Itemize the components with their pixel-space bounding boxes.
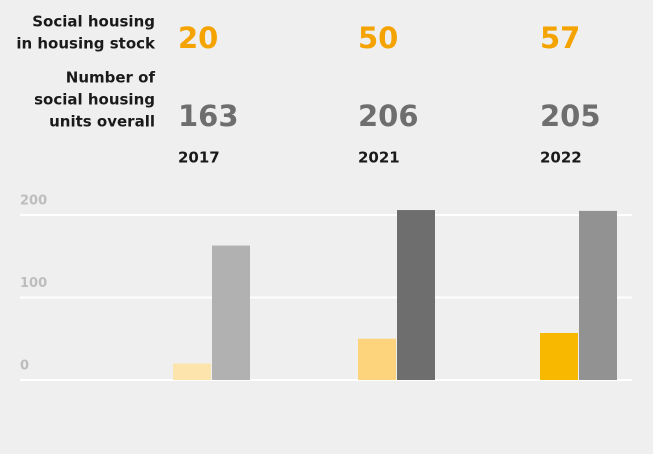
bar <box>173 363 211 380</box>
bar <box>358 338 396 380</box>
bar <box>579 210 617 380</box>
y-tick-label: 100 <box>20 276 47 291</box>
bar <box>397 210 435 380</box>
value-label: 205 <box>540 99 601 133</box>
value-label: 163 <box>178 99 239 133</box>
value-label: 20 <box>178 21 218 55</box>
row-label: in housing stock <box>16 35 156 53</box>
year-label: 2017 <box>178 149 220 167</box>
year-label: 2022 <box>540 149 582 167</box>
row-label: social housing <box>34 91 155 109</box>
row-label: units overall <box>49 113 155 131</box>
year-label: 2021 <box>358 149 400 167</box>
row-label: Social housing <box>32 13 155 31</box>
value-label: 206 <box>358 99 419 133</box>
value-label: 57 <box>540 21 580 55</box>
value-label: 50 <box>358 21 398 55</box>
row-label: Number of <box>66 69 156 87</box>
y-tick-label: 0 <box>20 359 29 374</box>
y-tick-label: 200 <box>20 194 47 209</box>
bar <box>540 332 578 380</box>
bar <box>212 245 250 380</box>
